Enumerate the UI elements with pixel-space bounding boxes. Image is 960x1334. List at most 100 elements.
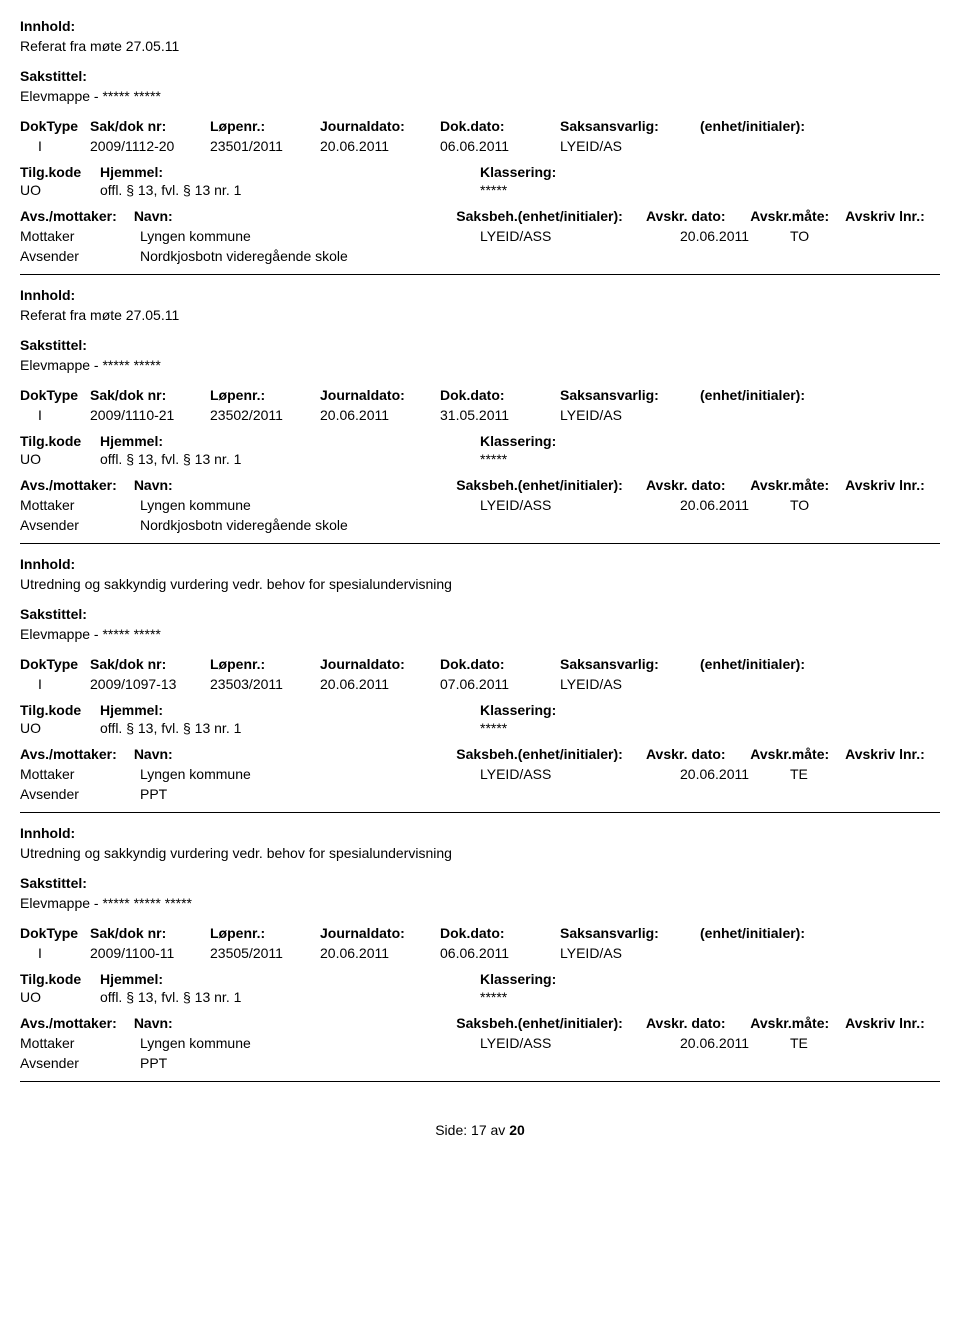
hdr-lopenr: Løpenr.: (210, 118, 320, 134)
party-saksbeh: LYEID/ASS (480, 1035, 680, 1051)
tilg-values: UO offl. § 13, fvl. § 13 nr. 1 ***** (20, 182, 940, 198)
hdr-avskrdato: Avskr. dato: (646, 477, 750, 493)
party-name: PPT (140, 1055, 480, 1071)
hdr-saksansvarlig: Saksansvarlig: (560, 118, 700, 134)
party-role: Avsender (20, 1055, 140, 1071)
val-dokdato: 07.06.2011 (440, 676, 560, 692)
meta-values: I 2009/1100-11 23505/2011 20.06.2011 06.… (20, 945, 940, 961)
party-name: Nordkjosbotn videregående skole (140, 248, 480, 264)
hdr-avskrlnr: Avskriv lnr.: (845, 1015, 940, 1031)
avs-header: Avs./mottaker: Navn: Saksbeh.(enhet/init… (20, 1015, 940, 1031)
hdr-journaldato: Journaldato: (320, 387, 440, 403)
innhold-value: Referat fra møte 27.05.11 (20, 38, 940, 54)
party-row: Mottaker Lyngen kommune LYEID/ASS 20.06.… (20, 228, 940, 244)
hdr-doktype: DokType (20, 118, 90, 134)
val-klassering: ***** (480, 451, 620, 467)
innhold-label: Innhold: (20, 18, 940, 34)
hdr-avskrmate: Avskr.måte: (750, 746, 845, 762)
meta-header: DokType Sak/dok nr: Løpenr.: Journaldato… (20, 925, 940, 941)
val-lopenr: 23501/2011 (210, 138, 320, 154)
sakstittel-value: Elevmappe - ***** ***** (20, 88, 940, 104)
hdr-avskrmate: Avskr.måte: (750, 208, 845, 224)
val-hjemmel: offl. § 13, fvl. § 13 nr. 1 (100, 989, 480, 1005)
val-saksansvarlig: LYEID/AS (560, 945, 700, 961)
hdr-dokdato: Dok.dato: (440, 656, 560, 672)
innhold-label: Innhold: (20, 287, 940, 303)
tilg-header: Tilg.kode Hjemmel: Klassering: (20, 702, 940, 718)
sakstittel-value: Elevmappe - ***** ***** ***** (20, 895, 940, 911)
hdr-klassering: Klassering: (480, 971, 620, 987)
hdr-lopenr: Løpenr.: (210, 656, 320, 672)
hdr-tilgkode: Tilg.kode (20, 702, 100, 718)
party-avskrdato: 20.06.2011 (680, 1035, 790, 1051)
journal-record: Innhold: Referat fra møte 27.05.11 Sakst… (20, 287, 940, 544)
meta-header: DokType Sak/dok nr: Løpenr.: Journaldato… (20, 387, 940, 403)
party-row: Avsender Nordkjosbotn videregående skole (20, 248, 940, 264)
val-enhet (700, 676, 850, 692)
hdr-avskrdato: Avskr. dato: (646, 1015, 750, 1031)
val-enhet (700, 945, 850, 961)
hdr-journaldato: Journaldato: (320, 656, 440, 672)
hdr-hjemmel: Hjemmel: (100, 702, 480, 718)
party-name: PPT (140, 786, 480, 802)
val-hjemmel: offl. § 13, fvl. § 13 nr. 1 (100, 182, 480, 198)
tilg-header: Tilg.kode Hjemmel: Klassering: (20, 164, 940, 180)
side-label: Side: (435, 1122, 467, 1138)
party-saksbeh: LYEID/ASS (480, 228, 680, 244)
sakstittel-value: Elevmappe - ***** ***** (20, 357, 940, 373)
hdr-dokdato: Dok.dato: (440, 925, 560, 941)
party-row: Mottaker Lyngen kommune LYEID/ASS 20.06.… (20, 497, 940, 513)
hdr-hjemmel: Hjemmel: (100, 433, 480, 449)
val-enhet (700, 138, 850, 154)
party-saksbeh (480, 248, 680, 264)
val-tilgkode: UO (20, 451, 100, 467)
hdr-dokdato: Dok.dato: (440, 387, 560, 403)
val-journaldato: 20.06.2011 (320, 945, 440, 961)
hdr-saksbeh: Saksbeh.(enhet/initialer): (456, 746, 646, 762)
party-role: Mottaker (20, 766, 140, 782)
hdr-doktype: DokType (20, 387, 90, 403)
val-sakdok: 2009/1100-11 (90, 945, 210, 961)
val-klassering: ***** (480, 720, 620, 736)
val-hjemmel: offl. § 13, fvl. § 13 nr. 1 (100, 451, 480, 467)
val-doktype: I (20, 138, 90, 154)
val-hjemmel: offl. § 13, fvl. § 13 nr. 1 (100, 720, 480, 736)
val-doktype: I (20, 407, 90, 423)
party-avskrdato (680, 248, 790, 264)
party-role: Mottaker (20, 1035, 140, 1051)
record-divider (20, 274, 940, 275)
hdr-avskrlnr: Avskriv lnr.: (845, 208, 940, 224)
hdr-klassering: Klassering: (480, 164, 620, 180)
journal-record: Innhold: Utredning og sakkyndig vurderin… (20, 556, 940, 813)
hdr-dokdato: Dok.dato: (440, 118, 560, 134)
party-saksbeh: LYEID/ASS (480, 497, 680, 513)
hdr-saksansvarlig: Saksansvarlig: (560, 925, 700, 941)
party-role: Mottaker (20, 228, 140, 244)
val-tilgkode: UO (20, 720, 100, 736)
hdr-tilgkode: Tilg.kode (20, 971, 100, 987)
journal-record: Innhold: Referat fra møte 27.05.11 Sakst… (20, 18, 940, 275)
hdr-avsmottaker: Avs./mottaker: (20, 477, 134, 493)
party-row: Avsender PPT (20, 786, 940, 802)
hdr-avskrdato: Avskr. dato: (646, 208, 750, 224)
hdr-sakdok: Sak/dok nr: (90, 925, 210, 941)
party-role: Avsender (20, 248, 140, 264)
sakstittel-label: Sakstittel: (20, 875, 940, 891)
party-saksbeh: LYEID/ASS (480, 766, 680, 782)
party-row: Avsender PPT (20, 1055, 940, 1071)
val-journaldato: 20.06.2011 (320, 407, 440, 423)
meta-values: I 2009/1112-20 23501/2011 20.06.2011 06.… (20, 138, 940, 154)
val-lopenr: 23505/2011 (210, 945, 320, 961)
hdr-lopenr: Løpenr.: (210, 387, 320, 403)
val-doktype: I (20, 945, 90, 961)
hdr-navn: Navn: (134, 477, 456, 493)
val-sakdok: 2009/1110-21 (90, 407, 210, 423)
innhold-label: Innhold: (20, 556, 940, 572)
val-tilgkode: UO (20, 989, 100, 1005)
party-avskrdato (680, 1055, 790, 1071)
hdr-avskrlnr: Avskriv lnr.: (845, 746, 940, 762)
hdr-doktype: DokType (20, 925, 90, 941)
party-avskrdato (680, 517, 790, 533)
hdr-sakdok: Sak/dok nr: (90, 387, 210, 403)
hdr-hjemmel: Hjemmel: (100, 164, 480, 180)
